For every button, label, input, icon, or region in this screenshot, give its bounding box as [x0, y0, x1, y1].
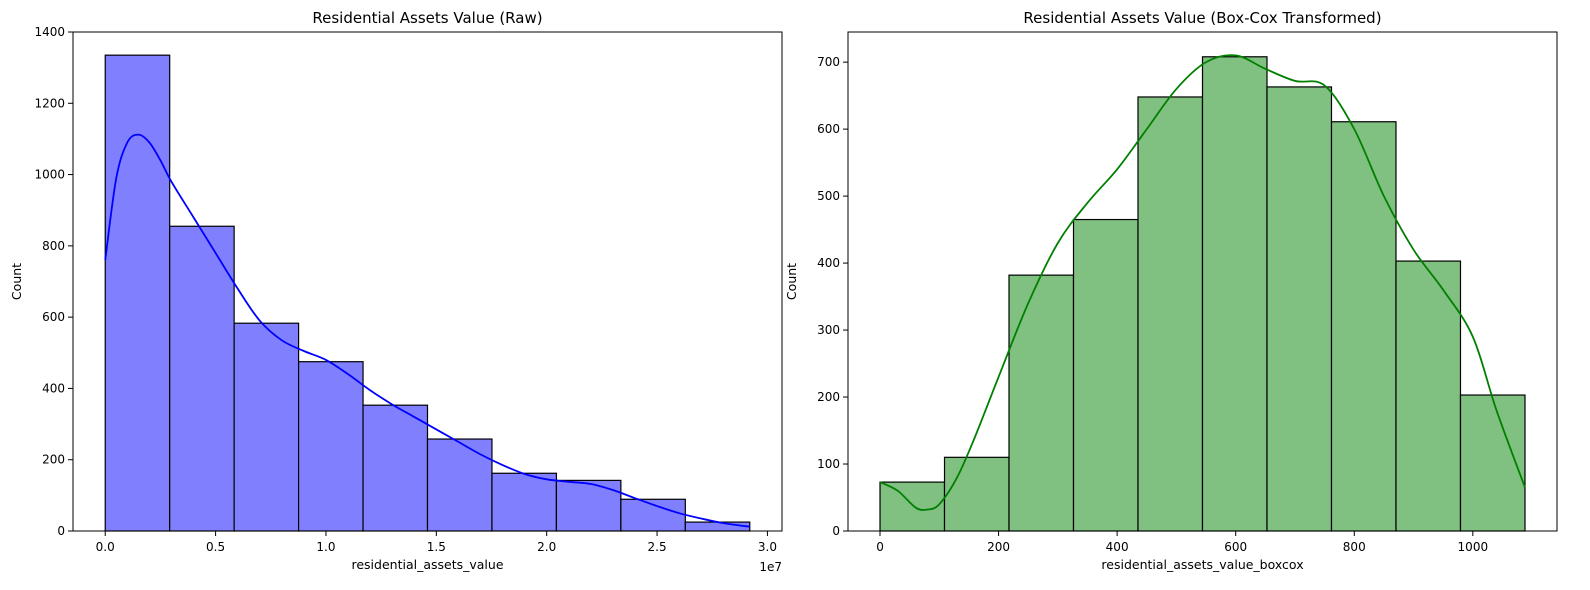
y-tick-label: 600: [817, 122, 840, 136]
kde-curve: [879, 54, 1526, 511]
histogram-bar: [684, 521, 751, 532]
chart-title: Residential Assets Value (Raw): [312, 9, 542, 27]
x-tick-label: 0.5: [206, 540, 225, 554]
kde-line: [879, 54, 1526, 511]
y-tick-label: 1400: [34, 25, 65, 39]
y-tick-label: 100: [817, 457, 840, 471]
y-tick-label: 400: [817, 256, 840, 270]
y-tick-label: 0: [57, 524, 65, 538]
bars: [879, 56, 1526, 532]
histogram-bar: [1266, 86, 1333, 532]
histogram-bar: [1201, 56, 1268, 532]
x-tick-label: 400: [1106, 540, 1129, 554]
histogram-bar: [362, 404, 429, 532]
y-tick-label: 500: [817, 189, 840, 203]
x-ticks: 0 200 400 600 800 1000: [876, 531, 1488, 554]
x-tick-label: 2.5: [648, 540, 667, 554]
histogram-bar: [943, 456, 1010, 532]
x-tick-label: 0: [876, 540, 884, 554]
histogram-bar: [1072, 218, 1139, 532]
x-tick-label: 1000: [1458, 540, 1489, 554]
y-tick-label: 800: [42, 239, 65, 253]
kde-curve: [104, 133, 750, 528]
y-tick-label: 1200: [34, 96, 65, 110]
x-axis-label: residential_assets_value_boxcox: [1101, 557, 1303, 572]
boxcox-histogram-chart: Residential Assets Value (Box-Cox Transf…: [784, 9, 1558, 572]
y-tick-label: 600: [42, 310, 65, 324]
histogram-bar: [169, 225, 235, 532]
y-tick-label: 200: [42, 453, 65, 467]
x-tick-label: 200: [987, 540, 1010, 554]
histogram-bar: [1008, 274, 1075, 532]
y-axis-label: Count: [9, 263, 24, 300]
y-ticks: 0 200 400 600 800 1000 1200 1400: [34, 25, 73, 538]
y-tick-label: 200: [817, 390, 840, 404]
y-ticks: 0 100 200 300 400 500 600 700: [817, 55, 848, 538]
histogram-bar: [233, 322, 300, 532]
y-axis-label: Count: [784, 263, 799, 300]
x-tick-label: 0.0: [96, 540, 115, 554]
bars: [104, 54, 751, 532]
chart-title: Residential Assets Value (Box-Cox Transf…: [1023, 9, 1381, 27]
histogram-bar: [491, 472, 558, 532]
x-axis-label: residential_assets_value: [351, 557, 503, 572]
x-tick-label: 1.0: [316, 540, 335, 554]
x-tick-label: 3.0: [758, 540, 777, 554]
x-tick-label: 1.5: [427, 540, 446, 554]
raw-histogram-chart: Residential Assets Value (Raw) residenti…: [9, 9, 783, 574]
y-tick-label: 700: [817, 55, 840, 69]
histogram-bar: [1330, 121, 1397, 532]
x-tick-label: 600: [1224, 540, 1247, 554]
y-tick-label: 0: [832, 524, 840, 538]
y-tick-label: 1000: [34, 168, 65, 182]
x-axis-offset-label: 1e7: [759, 560, 782, 574]
histogram-bar: [879, 481, 946, 532]
histogram-bar: [426, 438, 493, 532]
x-tick-label: 800: [1343, 540, 1366, 554]
histogram-bar: [555, 479, 622, 532]
kde-line: [104, 133, 750, 528]
x-ticks: 0.0 0.5 1.0 1.5 2.0 2.5 3.0: [96, 531, 777, 554]
histogram-bar: [104, 54, 171, 532]
y-tick-label: 300: [817, 323, 840, 337]
histogram-bar: [1137, 96, 1204, 532]
plot-frame: [847, 31, 1558, 532]
x-tick-label: 2.0: [537, 540, 556, 554]
y-tick-label: 400: [42, 381, 65, 395]
plot-frame: [72, 31, 783, 532]
histogram-bar: [1395, 260, 1462, 532]
histogram-bar: [297, 361, 364, 532]
